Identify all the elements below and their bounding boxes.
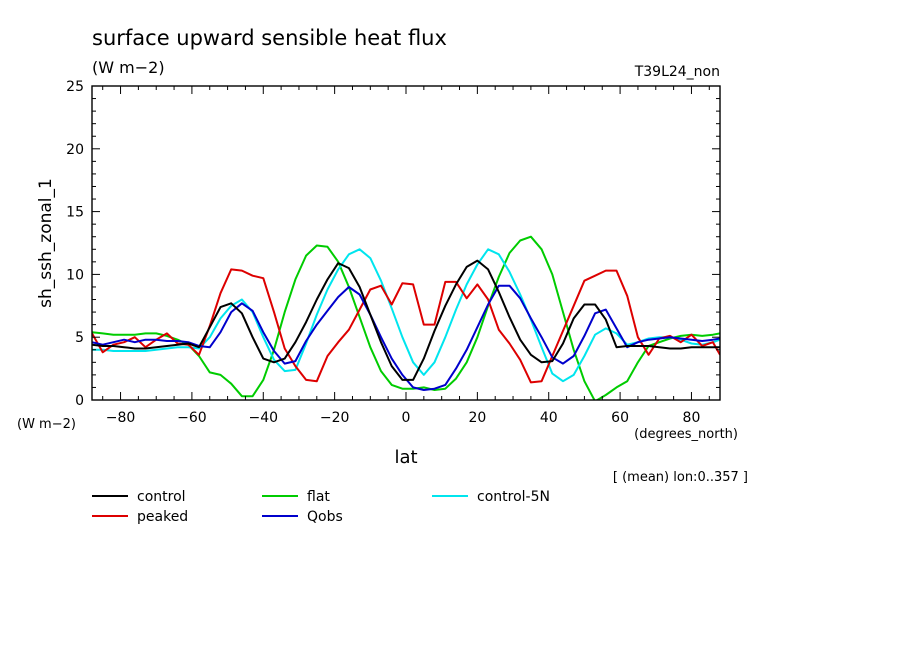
y-axis-label: sh_ssh_zonal_1 bbox=[36, 178, 56, 308]
series-line-control-5n bbox=[92, 248, 720, 383]
y-axis-units: (W m−2) bbox=[17, 417, 76, 432]
y-tick-label: 10 bbox=[66, 267, 84, 283]
x-tick-label: −60 bbox=[177, 410, 207, 426]
series-line-qobs bbox=[92, 284, 720, 391]
x-axis-units: (degrees_north) bbox=[634, 427, 738, 442]
x-tick-label: −20 bbox=[320, 410, 350, 426]
legend-label-peaked: peaked bbox=[137, 509, 188, 525]
x-tick-label: 60 bbox=[611, 410, 629, 426]
y-tick-label: 20 bbox=[66, 142, 84, 158]
x-axis-label: lat bbox=[394, 447, 417, 468]
chart-title: surface upward sensible heat flux bbox=[92, 26, 447, 50]
x-tick-label: 20 bbox=[468, 410, 486, 426]
x-tick-label: 40 bbox=[540, 410, 558, 426]
legend-label-qobs: Qobs bbox=[307, 509, 343, 525]
y-tick-label: 5 bbox=[75, 330, 84, 346]
x-tick-label: −40 bbox=[248, 410, 278, 426]
legend-label-flat: flat bbox=[307, 489, 330, 505]
series-line-flat bbox=[92, 235, 720, 400]
y-tick-label: 0 bbox=[75, 393, 84, 409]
series-line-control bbox=[92, 259, 720, 381]
legend-label-control: control bbox=[137, 489, 186, 505]
chart-units: (W m−2) bbox=[92, 58, 165, 77]
footnote: [ (mean) lon:0..357 ] bbox=[613, 470, 748, 485]
series-layer bbox=[92, 235, 720, 400]
y-tick-label: 25 bbox=[66, 79, 84, 95]
legend-label-control-5n: control-5N bbox=[477, 489, 550, 505]
plot-frame bbox=[91, 85, 721, 401]
x-tick-label: −80 bbox=[106, 410, 136, 426]
ticks-layer: −80 −60 −40 −20 0 20 40 60 80 0 5 10 15 20 25 bbox=[66, 79, 720, 426]
x-tick-label: 80 bbox=[683, 410, 701, 426]
y-tick-label: 15 bbox=[66, 205, 84, 221]
x-tick-label: 0 bbox=[402, 410, 411, 426]
legend: control flat control-5N peaked Qobs bbox=[92, 489, 550, 525]
run-label: T39L24_non bbox=[634, 64, 720, 80]
series-line-peaked bbox=[92, 268, 720, 384]
